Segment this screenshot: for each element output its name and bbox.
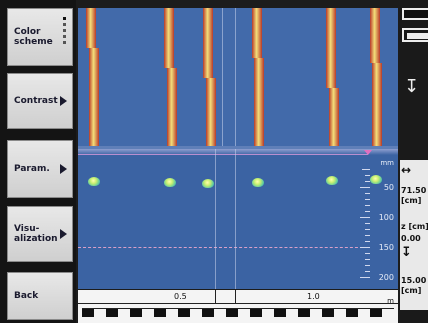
distance-checker-scale xyxy=(82,308,394,317)
surface-line xyxy=(78,154,368,155)
param-label: Param. xyxy=(14,164,50,174)
depth-label-200: 200 xyxy=(378,273,394,282)
readout-panel: ↔ 71.50 [cm] z [cm] 0.00 ↧ 15.00 [cm] xyxy=(400,160,428,310)
cursor-line xyxy=(215,149,216,289)
color-scheme-label: Color scheme xyxy=(14,27,53,47)
contrast-label: Contrast xyxy=(14,96,58,106)
depth-ruler: mm 50 100 150 200 xyxy=(360,149,398,289)
rebar-detection xyxy=(252,178,264,187)
color-scheme-button[interactable]: Color scheme xyxy=(7,8,73,66)
depth-icon: ↧ xyxy=(401,245,412,260)
param-button[interactable]: Param. xyxy=(7,140,73,198)
horizontal-distance-icon: ↔ xyxy=(401,163,412,177)
visualization-button[interactable]: Visu- alization xyxy=(7,206,73,262)
distance-unit: [cm] xyxy=(401,196,422,205)
color-scheme-indicator xyxy=(63,17,66,47)
top-view-panel xyxy=(78,8,398,146)
cross-section-panel: mm 50 100 150 200 xyxy=(78,149,398,289)
rebar-trace xyxy=(370,8,382,146)
rebar-trace xyxy=(326,8,339,146)
contrast-arrow-icon xyxy=(60,96,67,106)
param-arrow-icon xyxy=(60,164,67,174)
depth-unit-label: [cm] xyxy=(401,286,422,295)
visualization-label: Visu- alization xyxy=(14,224,58,244)
distance-label-1-0: 1.0 xyxy=(307,292,320,301)
depth-cursor-marker xyxy=(364,150,372,155)
rebar-trace xyxy=(164,8,177,146)
depth-unit: mm xyxy=(380,159,394,167)
visualization-arrow-icon xyxy=(60,229,67,239)
distance-ruler: 0.5 1.0 m xyxy=(78,290,398,323)
depth-label-150: 150 xyxy=(378,243,394,252)
rebar-detection xyxy=(88,177,100,186)
distance-unit: m xyxy=(387,297,394,305)
rebar-trace xyxy=(252,8,264,146)
mode-indicator xyxy=(402,8,428,20)
rebar-trace xyxy=(203,8,216,146)
cursor-line xyxy=(235,149,236,289)
back-button[interactable]: Back xyxy=(7,272,73,320)
mode-indicator xyxy=(402,28,428,42)
rebar-detection xyxy=(202,179,214,188)
back-label: Back xyxy=(14,291,39,301)
measurement-panel: ↧ ↔ 71.50 [cm] z [cm] 0.00 ↧ 15.00 [cm] xyxy=(400,0,428,323)
depth-cursor-line xyxy=(78,247,368,248)
scan-display[interactable]: mm 50 100 150 200 xyxy=(78,8,398,289)
rebar-trace xyxy=(86,8,99,146)
depth-label-100: 100 xyxy=(378,213,394,222)
z-label: z [cm] xyxy=(401,222,428,231)
z-value: 0.00 xyxy=(401,234,421,243)
rebar-detection xyxy=(164,178,176,187)
cursor-line xyxy=(222,8,223,146)
depth-marker-icon: ↧ xyxy=(404,76,420,97)
rebar-detection xyxy=(326,176,338,185)
distance-value: 71.50 xyxy=(401,186,427,195)
panel-divider xyxy=(78,146,398,149)
depth-label-50: 50 xyxy=(383,183,394,192)
contrast-button[interactable]: Contrast xyxy=(7,73,73,129)
cursor-line xyxy=(235,8,236,146)
softkey-menu: Color scheme Contrast Param. Visu- aliza… xyxy=(0,0,76,323)
distance-label-0-5: 0.5 xyxy=(174,292,187,301)
rebar-detection xyxy=(370,175,382,184)
depth-value: 15.00 xyxy=(401,276,427,285)
